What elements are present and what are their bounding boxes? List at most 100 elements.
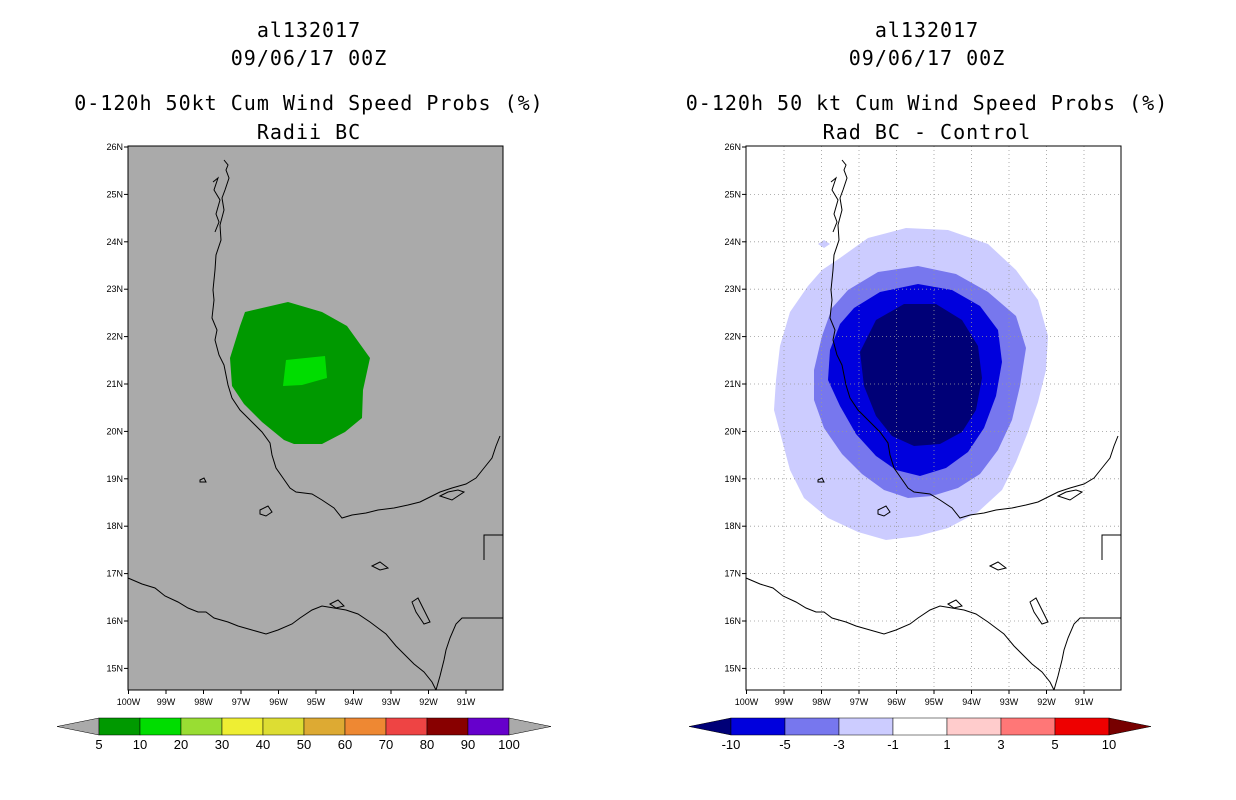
colorbar-box-5 [303,717,346,736]
lon-label-97W: 97W [232,697,251,707]
lat-label-21N: 21N [106,379,123,389]
right-map: 26N 25N 24N 23N 22N 21N 20N 19N 18N 17N 16N 15N 100W… [688,142,1152,752]
lat-label-23N: 23N [724,284,741,294]
lat-label-22N: 22N [724,332,741,342]
lat-label-20N: 20N [106,426,123,436]
lat-label-26N: 26N [724,142,741,152]
colorbar-label-3: 3 [997,737,1004,752]
lat-label-18N: 18N [724,521,741,531]
colorbar-box-4 [946,717,1002,736]
plot-subtitle: Radii BC [256,120,362,144]
island-2 [988,561,1008,571]
colorbar-box-0 [98,717,141,736]
colorbar-box-0 [730,717,786,736]
lon-label-99W: 99W [775,697,794,707]
colorbar-box-6 [344,717,387,736]
island-5 [1056,489,1084,501]
lat-label-24N: 24N [106,237,123,247]
colorbar-over-arrow [1108,717,1152,736]
island-1 [259,505,273,517]
lat-label-26N: 26N [106,142,123,152]
colorbar-label-50: 50 [297,737,311,752]
lat-label-21N: 21N [724,379,741,389]
colorbar-label-20: 20 [174,737,188,752]
country-border [483,534,503,560]
lat-label-22N: 22N [106,332,123,342]
datetime: 09/06/17 00Z [230,46,388,70]
right-panel: al132017 09/06/17 00Z 0-120h 50 kt Cum W… [618,0,1236,800]
lon-label-92W: 92W [1037,697,1056,707]
lat-label-16N: 16N [724,616,741,626]
left-map: 26N 25N 24N 23N 22N 21N 20N 19N 18N 17N 16N 15N 100W… [56,142,552,752]
colorbar-label--1: -1 [887,737,899,752]
lat-label-17N: 17N [724,569,741,579]
colorbar-label-40: 40 [256,737,270,752]
island-5 [438,489,466,501]
lon-label-93W: 93W [1000,697,1019,707]
lon-label-96W: 96W [269,697,288,707]
colorbar-label-60: 60 [338,737,352,752]
island-0 [817,477,825,483]
colorbar-box-2 [838,717,894,736]
island-3 [947,599,963,609]
colorbar-box-1 [139,717,182,736]
lon-label-92W: 92W [419,697,438,707]
colorbar-box-6 [1054,717,1110,736]
island-3 [329,599,345,609]
lon-label-91W: 91W [1075,697,1094,707]
plot-title: 0-120h 50 kt Cum Wind Speed Probs (%) [685,91,1169,115]
colorbar-label-10: 10 [133,737,147,752]
colorbar-box-2 [180,717,223,736]
island-1 [877,505,891,517]
lat-label-19N: 19N [724,474,741,484]
plot-title: 0-120h 50kt Cum Wind Speed Probs (%) [74,91,544,115]
island-0 [199,477,207,483]
lon-label-95W: 95W [925,697,944,707]
coastline-lagoon [830,176,839,233]
country-border [1101,534,1121,560]
lat-label-19N: 19N [106,474,123,484]
colorbar-box-5 [1000,717,1056,736]
colorbar-label-100: 100 [498,737,520,752]
prob-contour-10 [283,356,327,386]
coastline-lagoon [212,176,221,233]
lon-label-100W: 100W [117,697,141,707]
island-4 [1029,597,1049,625]
lat-label-25N: 25N [106,189,123,199]
colorbar-box-8 [426,717,469,736]
colorbar-under-arrow [688,717,732,736]
lon-label-98W: 98W [194,697,213,707]
datetime: 09/06/17 00Z [848,46,1006,70]
lat-label-15N: 15N [106,663,123,673]
colorbar-box-3 [892,717,948,736]
lat-label-23N: 23N [106,284,123,294]
colorbar-label-10: 10 [1102,737,1116,752]
colorbar-label--3: -3 [833,737,845,752]
colorbar-label-1: 1 [943,737,950,752]
coastline-border [435,617,503,691]
lon-label-98W: 98W [812,697,831,707]
lon-label-95W: 95W [307,697,326,707]
colorbar-box-7 [385,717,428,736]
lon-label-91W: 91W [457,697,476,707]
lon-label-100W: 100W [735,697,759,707]
colorbar-box-1 [784,717,840,736]
lat-label-20N: 20N [724,426,741,436]
lon-label-97W: 97W [850,697,869,707]
colorbar-label-70: 70 [379,737,393,752]
left-panel: al132017 09/06/17 00Z 0-120h 50kt Cum Wi… [56,18,552,752]
coastline-gulf [211,159,501,519]
coastline-pacific [127,577,437,691]
lat-label-17N: 17N [106,569,123,579]
colorbar-label--5: -5 [779,737,791,752]
colorbar-label-5: 5 [1051,737,1058,752]
lat-label-15N: 15N [724,663,741,673]
lon-label-96W: 96W [887,697,906,707]
coastline-gulf [829,159,1119,519]
storm-id: al132017 [874,18,980,42]
coastline-pacific [745,577,1055,691]
colorbar-label-90: 90 [461,737,475,752]
lat-label-24N: 24N [724,237,741,247]
coastline-border [1053,617,1121,691]
storm-id: al132017 [256,18,362,42]
